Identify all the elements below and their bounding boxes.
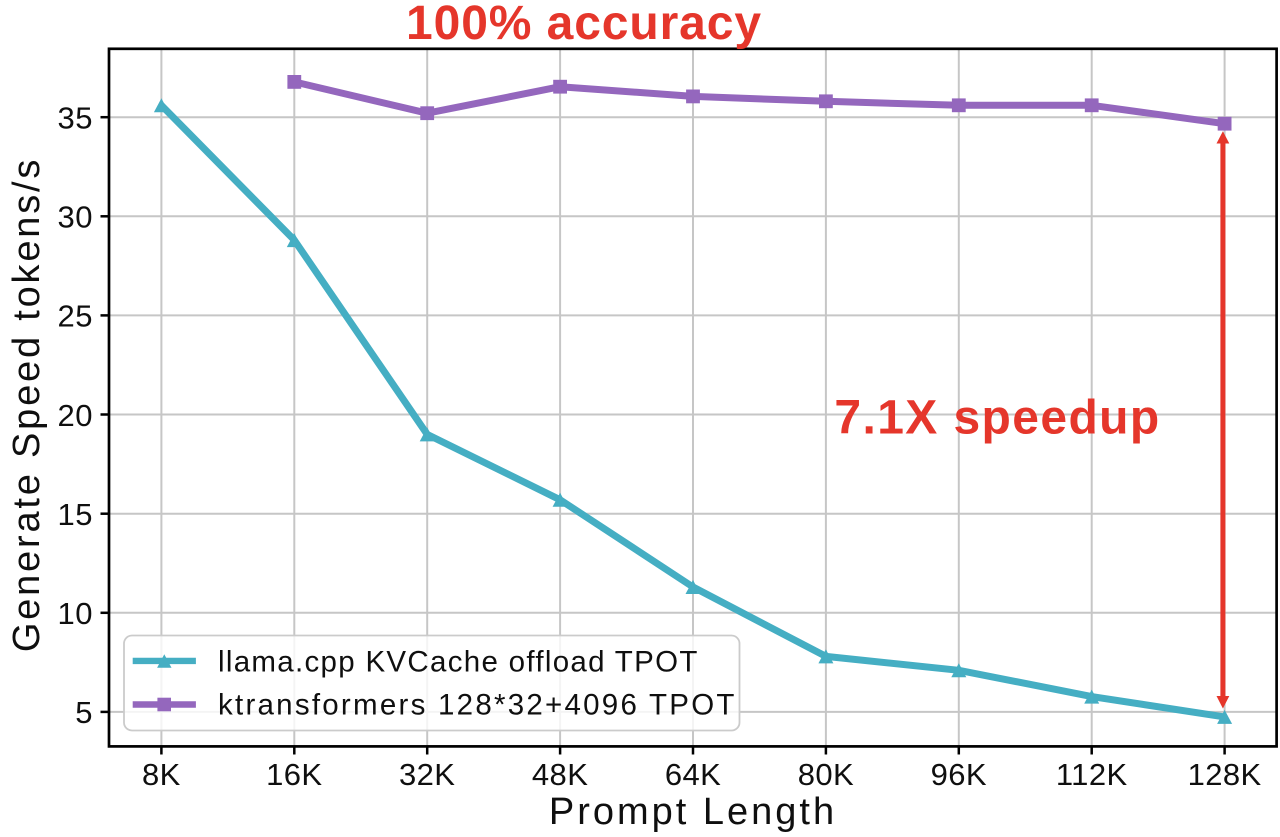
svg-text:llama.cpp KVCache offload TPOT: llama.cpp KVCache offload TPOT bbox=[218, 646, 699, 679]
svg-text:10: 10 bbox=[58, 596, 93, 631]
svg-text:35: 35 bbox=[58, 101, 93, 136]
svg-text:5: 5 bbox=[75, 695, 93, 730]
svg-text:128K: 128K bbox=[1188, 757, 1262, 792]
svg-text:48K: 48K bbox=[532, 757, 588, 792]
svg-text:30: 30 bbox=[58, 200, 93, 235]
svg-text:7.1X speedup: 7.1X speedup bbox=[834, 391, 1160, 444]
svg-text:80K: 80K bbox=[798, 757, 854, 792]
svg-text:100% accuracy: 100% accuracy bbox=[406, 0, 762, 50]
svg-text:96K: 96K bbox=[931, 757, 987, 792]
svg-text:25: 25 bbox=[58, 299, 93, 334]
svg-text:64K: 64K bbox=[665, 757, 721, 792]
svg-text:20: 20 bbox=[58, 398, 93, 433]
svg-text:8K: 8K bbox=[142, 757, 181, 792]
svg-text:ktransformers 128*32+4096 TPOT: ktransformers 128*32+4096 TPOT bbox=[218, 688, 737, 721]
svg-text:16K: 16K bbox=[266, 757, 322, 792]
svg-text:15: 15 bbox=[58, 497, 93, 532]
svg-text:Generate Speed tokens/s: Generate Speed tokens/s bbox=[6, 157, 48, 652]
svg-text:32K: 32K bbox=[399, 757, 455, 792]
svg-text:Prompt Length: Prompt Length bbox=[549, 791, 837, 833]
svg-text:112K: 112K bbox=[1056, 757, 1128, 792]
